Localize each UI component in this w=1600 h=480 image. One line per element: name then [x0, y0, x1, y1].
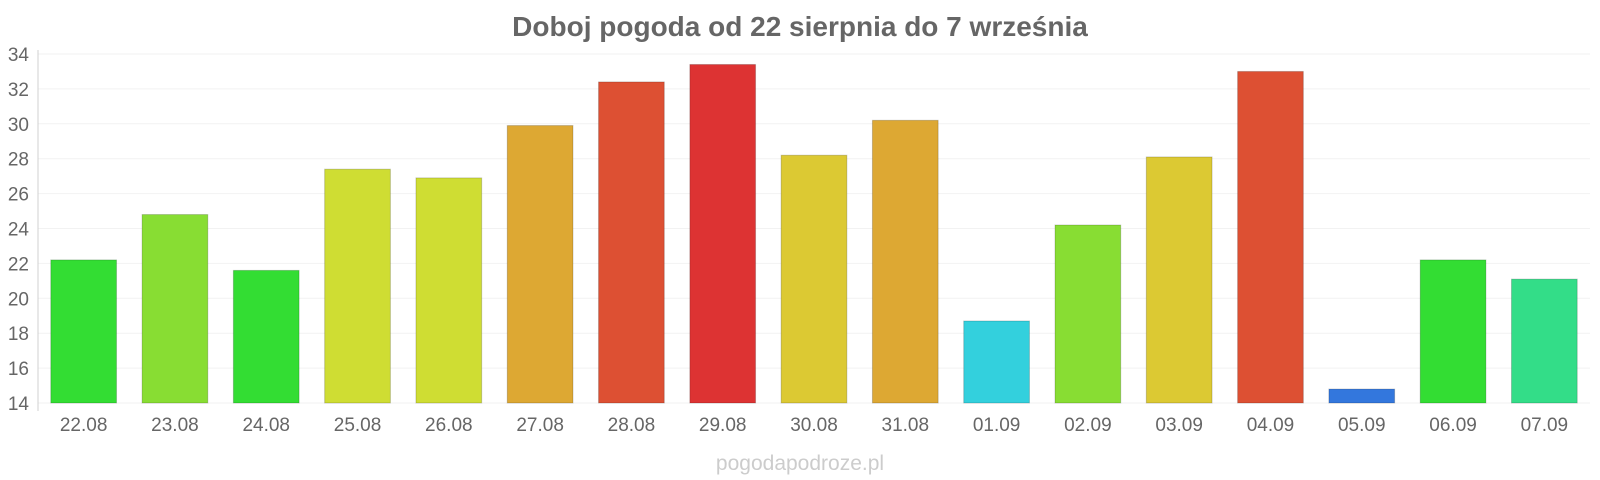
bar-07.09	[1510, 278, 1578, 404]
watermark: pogodapodroze.pl	[716, 452, 884, 475]
x-tick-label: 06.09	[1429, 415, 1477, 436]
bar-30.08	[780, 154, 848, 404]
x-tick-label: 28.08	[608, 415, 656, 436]
bar-29.08	[689, 63, 757, 404]
x-tick-label: 30.08	[790, 415, 838, 436]
x-tick-label: 07.09	[1521, 415, 1569, 436]
bar-24.08	[232, 269, 300, 404]
x-tick-label: 31.08	[882, 415, 930, 436]
y-tick-label: 14	[8, 394, 30, 415]
bar-31.08	[871, 119, 939, 404]
y-axis-ticks: 14 16 18 20 22 24 26 28 30 32 34	[8, 45, 30, 415]
y-tick-label: 18	[8, 324, 29, 345]
x-tick-label: 23.08	[151, 415, 199, 436]
bar-06.09	[1419, 259, 1487, 404]
bar-23.08	[141, 214, 209, 404]
x-tick-label: 03.09	[1155, 415, 1203, 436]
x-tick-label: 02.09	[1064, 415, 1112, 436]
x-tick-label: 27.08	[516, 415, 564, 436]
bar-03.09	[1145, 156, 1213, 404]
x-tick-label: 05.09	[1338, 415, 1386, 436]
bar-01.09	[963, 320, 1030, 404]
bar-04.09	[1237, 70, 1304, 404]
bar-27.08	[506, 125, 574, 404]
bars	[50, 63, 1578, 404]
y-tick-label: 32	[8, 80, 29, 101]
x-tick-label: 26.08	[425, 415, 473, 436]
bar-28.08	[598, 81, 665, 404]
y-tick-label: 22	[8, 254, 29, 275]
x-tick-label: 29.08	[699, 415, 747, 436]
bar-22.08	[50, 259, 118, 404]
bar-05.09	[1328, 388, 1396, 404]
x-tick-label: 24.08	[242, 415, 290, 436]
x-tick-label: 22.08	[60, 415, 108, 436]
x-tick-label: 01.09	[973, 415, 1021, 436]
chart-title: Doboj pogoda od 22 sierpnia do 7 wrześni…	[512, 11, 1088, 42]
bar-26.08	[415, 177, 483, 404]
bar-25.08	[324, 168, 391, 404]
y-tick-label: 30	[8, 115, 29, 136]
y-tick-label: 20	[8, 289, 29, 310]
y-tick-label: 26	[8, 185, 29, 206]
y-tick-label: 16	[8, 359, 29, 380]
x-tick-label: 25.08	[334, 415, 382, 436]
bar-02.09	[1054, 224, 1122, 404]
x-tick-label: 04.09	[1247, 415, 1295, 436]
y-tick-label: 34	[8, 45, 30, 66]
x-axis-ticks: 22.08 23.08 24.08 25.08 26.08 27.08 28.08 29.08…	[60, 415, 1568, 436]
y-tick-label: 24	[8, 220, 30, 241]
y-tick-label: 28	[8, 150, 29, 171]
